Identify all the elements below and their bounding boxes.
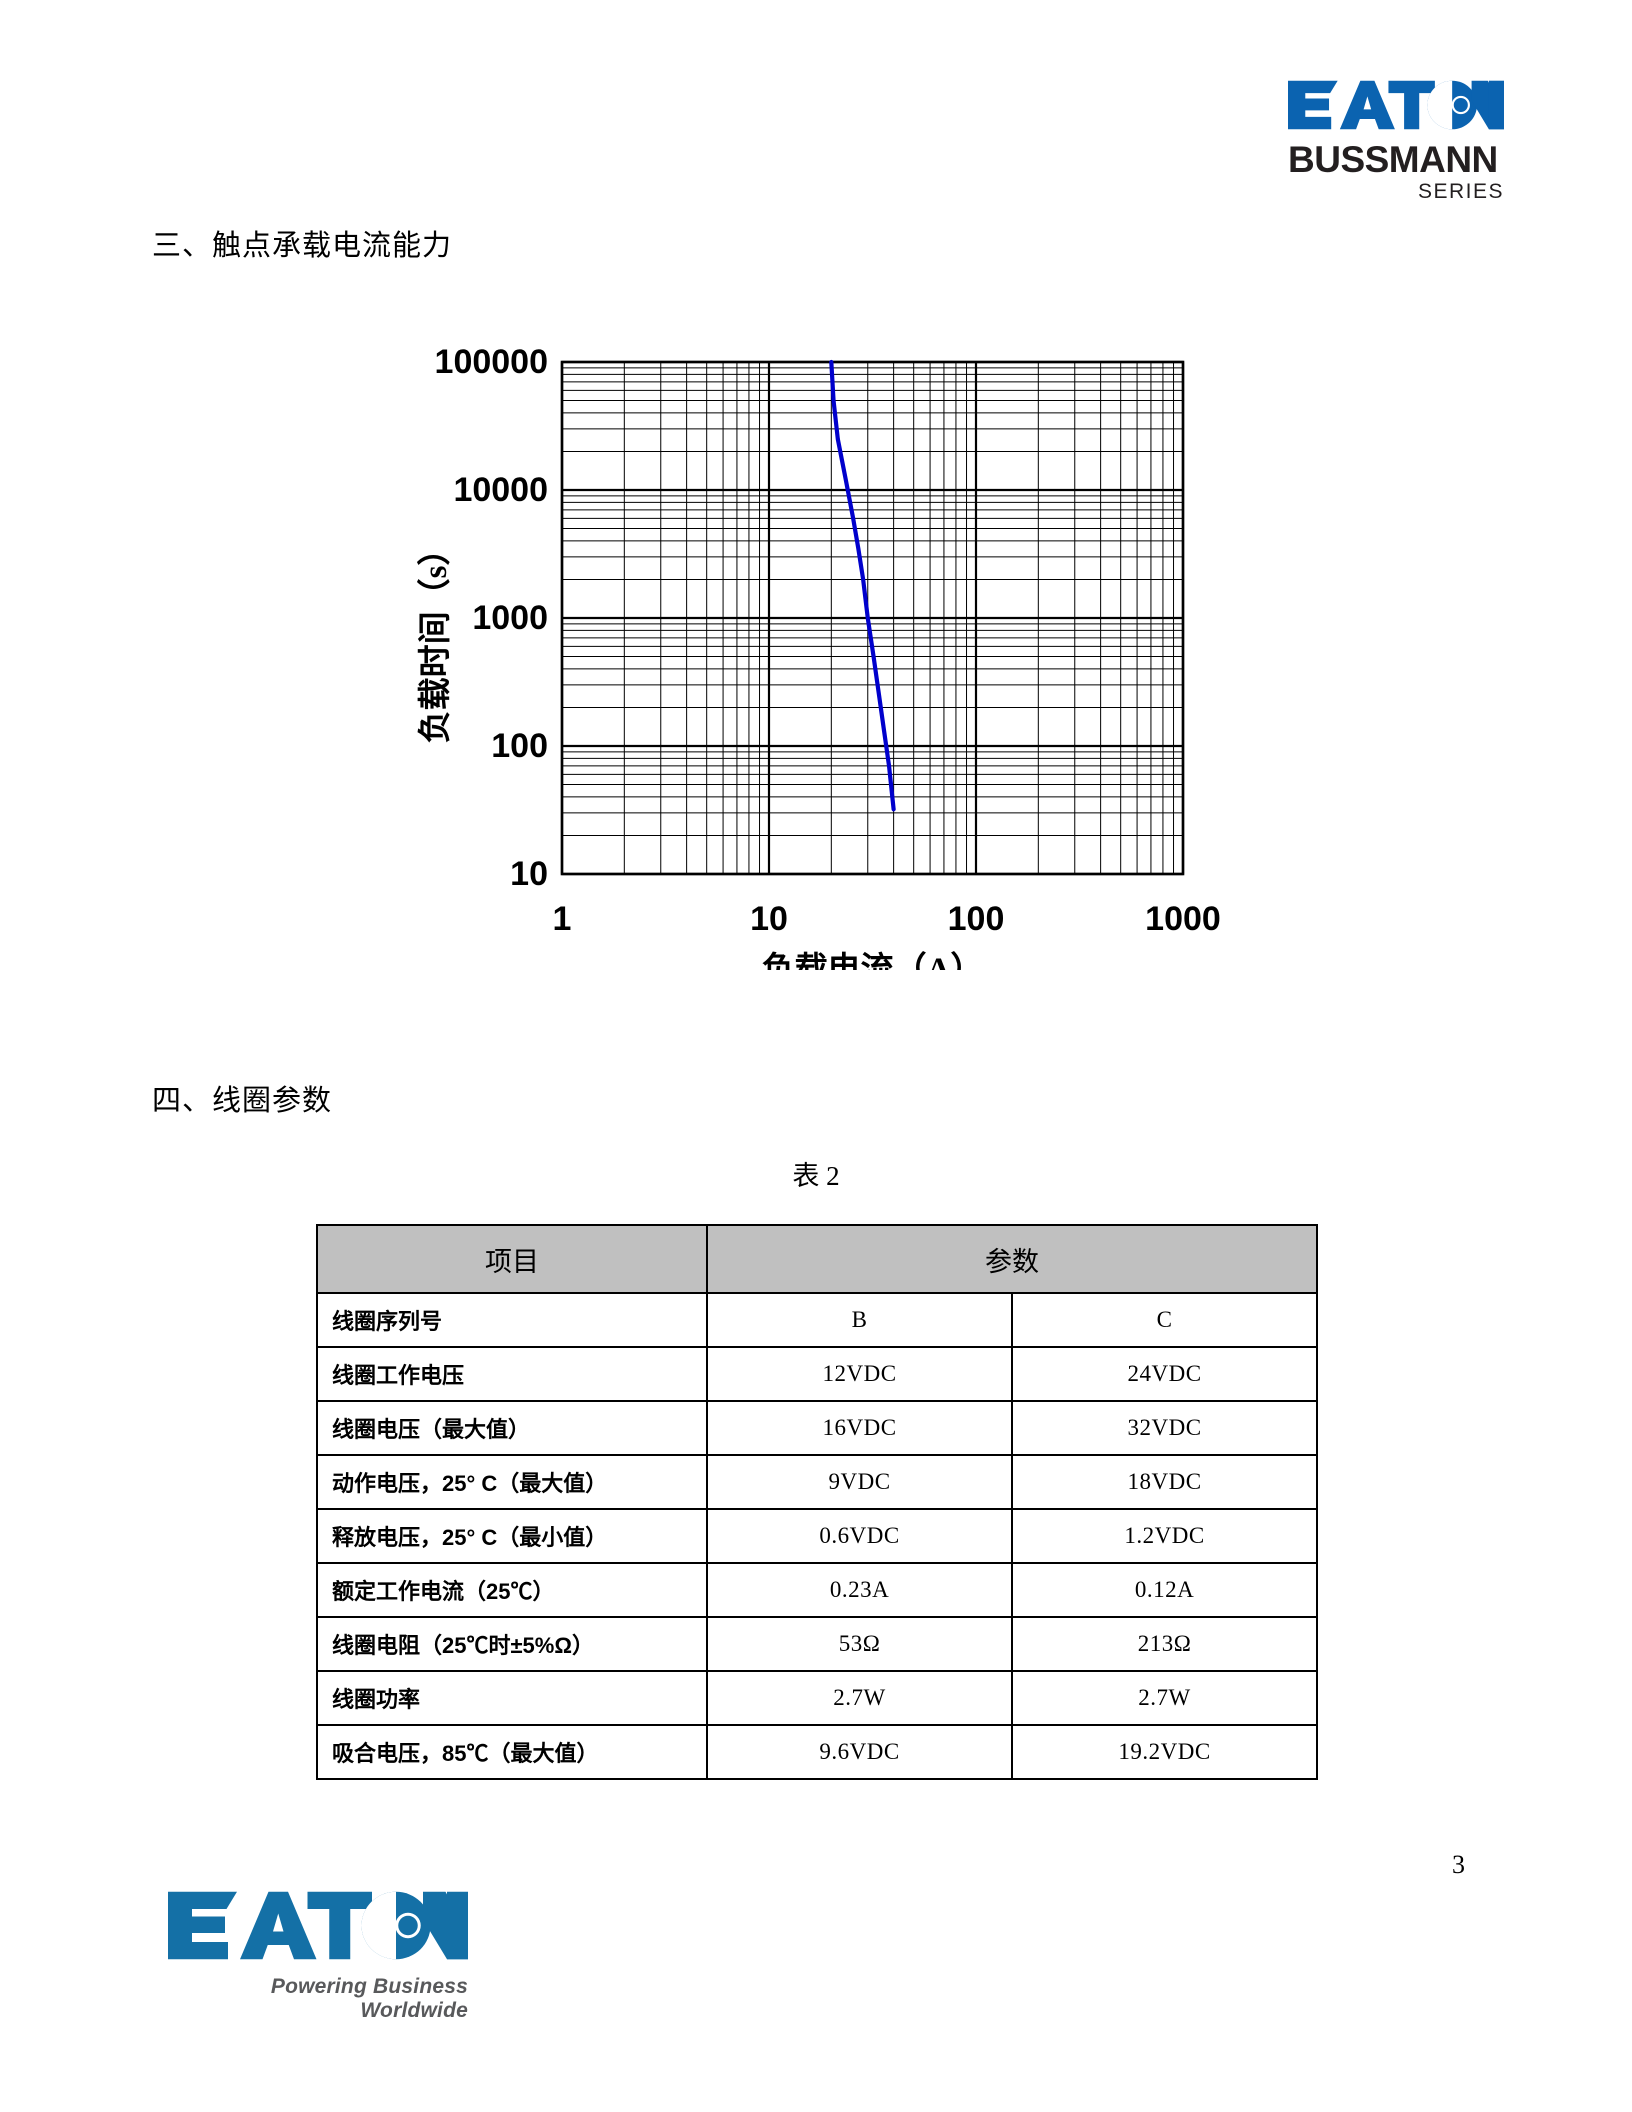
- eaton-logo-icon: [1288, 80, 1504, 130]
- chart-x-ticklabels: 1 10 100 1000: [553, 900, 1221, 938]
- row-value-c: 213Ω: [1011, 1616, 1318, 1672]
- row-item-label: 吸合电压，85℃（最大值）: [316, 1724, 708, 1780]
- chart-x-tick-label: 10: [750, 900, 788, 938]
- table-row: 线圈序列号 B C: [316, 1292, 1318, 1348]
- row-value-b: 12VDC: [706, 1346, 1013, 1402]
- table-header-item: 项目: [316, 1224, 708, 1294]
- table-row: 额定工作电流（25℃） 0.23A 0.12A: [316, 1562, 1318, 1618]
- table-row: 线圈电压（最大值） 16VDC 32VDC: [316, 1400, 1318, 1456]
- row-value-b: 53Ω: [706, 1616, 1013, 1672]
- series-wordmark: SERIES: [1417, 180, 1504, 203]
- chart-y-ticklabels: 10 100 1000 10000 100000: [435, 343, 548, 893]
- chart-y-tick-label: 10: [510, 855, 548, 893]
- chart-series-line: [829, 359, 896, 812]
- table-row: 释放电压，25° C（最小值） 0.6VDC 1.2VDC: [316, 1508, 1318, 1564]
- row-item-label: 线圈电压（最大值）: [316, 1400, 708, 1456]
- header-logo: BUSSMANN SERIES: [1288, 78, 1504, 204]
- chart-gridlines: [560, 360, 1185, 876]
- table-header-parameters: 参数: [706, 1224, 1318, 1294]
- chart-x-axis-label: 负载电流（A）: [762, 951, 984, 970]
- footer-logo: Powering Business Worldwide: [168, 1888, 468, 2023]
- table-caption: 表 2: [792, 1161, 840, 1191]
- chart-y-tick-label: 1000: [472, 599, 548, 637]
- chart-y-axis-label: 负载时间（s）: [417, 533, 454, 744]
- contact-current-capability-chart: 10 100 1000 10000 100000 1 10 100 1000 负载电流（A） 负载时…: [400, 320, 1240, 970]
- row-value-b: 9.6VDC: [706, 1724, 1013, 1780]
- row-value-c: 18VDC: [1011, 1454, 1318, 1510]
- chart-x-tick-label: 1: [553, 900, 572, 938]
- row-value-c: 19.2VDC: [1011, 1724, 1318, 1780]
- chart-x-tick-label: 100: [948, 900, 1005, 938]
- row-item-label: 线圈功率: [316, 1670, 708, 1726]
- chart-y-tick-label: 10000: [453, 471, 548, 509]
- eaton-footer-logo-icon: [168, 1891, 468, 1960]
- chart-y-tick-label: 100: [491, 727, 548, 765]
- chart-x-tick-label: 1000: [1145, 900, 1221, 938]
- row-value-c: 0.12A: [1011, 1562, 1318, 1618]
- row-value-c: 1.2VDC: [1011, 1508, 1318, 1564]
- row-value-b: 2.7W: [706, 1670, 1013, 1726]
- table-row: 线圈工作电压 12VDC 24VDC: [316, 1346, 1318, 1402]
- row-item-label: 线圈工作电压: [316, 1346, 708, 1402]
- table-body: 线圈序列号 B C 线圈工作电压 12VDC 24VDC 线圈电压（最大值） 16VDC 32V…: [316, 1292, 1318, 1780]
- row-value-b: 0.23A: [706, 1562, 1013, 1618]
- row-item-label: 线圈电阻（25℃时±5%Ω）: [316, 1616, 708, 1672]
- table-row: 吸合电压，85℃（最大值） 9.6VDC 19.2VDC: [316, 1724, 1318, 1780]
- table-row: 动作电压，25° C（最大值） 9VDC 18VDC: [316, 1454, 1318, 1510]
- bussmann-wordmark: BUSSMANN: [1288, 139, 1498, 180]
- row-item-label: 线圈序列号: [316, 1292, 708, 1348]
- row-value-b: 16VDC: [706, 1400, 1013, 1456]
- row-value-c: 2.7W: [1011, 1670, 1318, 1726]
- page-number: 3: [1452, 1850, 1465, 1879]
- section-4-heading: 四、线圈参数: [152, 1085, 333, 1117]
- row-item-label: 额定工作电流（25℃）: [316, 1562, 708, 1618]
- row-value-c: 32VDC: [1011, 1400, 1318, 1456]
- footer-tagline: Powering Business Worldwide: [270, 1975, 468, 2022]
- row-value-b: 0.6VDC: [706, 1508, 1013, 1564]
- coil-parameters-table: 项目 参数 线圈序列号 B C 线圈工作电压 12VDC 24VDC 线圈电压（最大值） 16…: [316, 1224, 1318, 1780]
- chart-plot-frame: [560, 360, 1185, 876]
- row-value-c: C: [1011, 1292, 1318, 1348]
- row-item-label: 释放电压，25° C（最小值）: [316, 1508, 708, 1564]
- table-row: 线圈功率 2.7W 2.7W: [316, 1670, 1318, 1726]
- section-3-heading: 三、触点承载电流能力: [152, 230, 453, 262]
- row-value-c: 24VDC: [1011, 1346, 1318, 1402]
- row-value-b: B: [706, 1292, 1013, 1348]
- row-value-b: 9VDC: [706, 1454, 1013, 1510]
- row-item-label: 动作电压，25° C（最大值）: [316, 1454, 708, 1510]
- chart-y-tick-label: 100000: [435, 343, 548, 381]
- table-header-row: 项目 参数: [316, 1224, 1318, 1294]
- table-row: 线圈电阻（25℃时±5%Ω） 53Ω 213Ω: [316, 1616, 1318, 1672]
